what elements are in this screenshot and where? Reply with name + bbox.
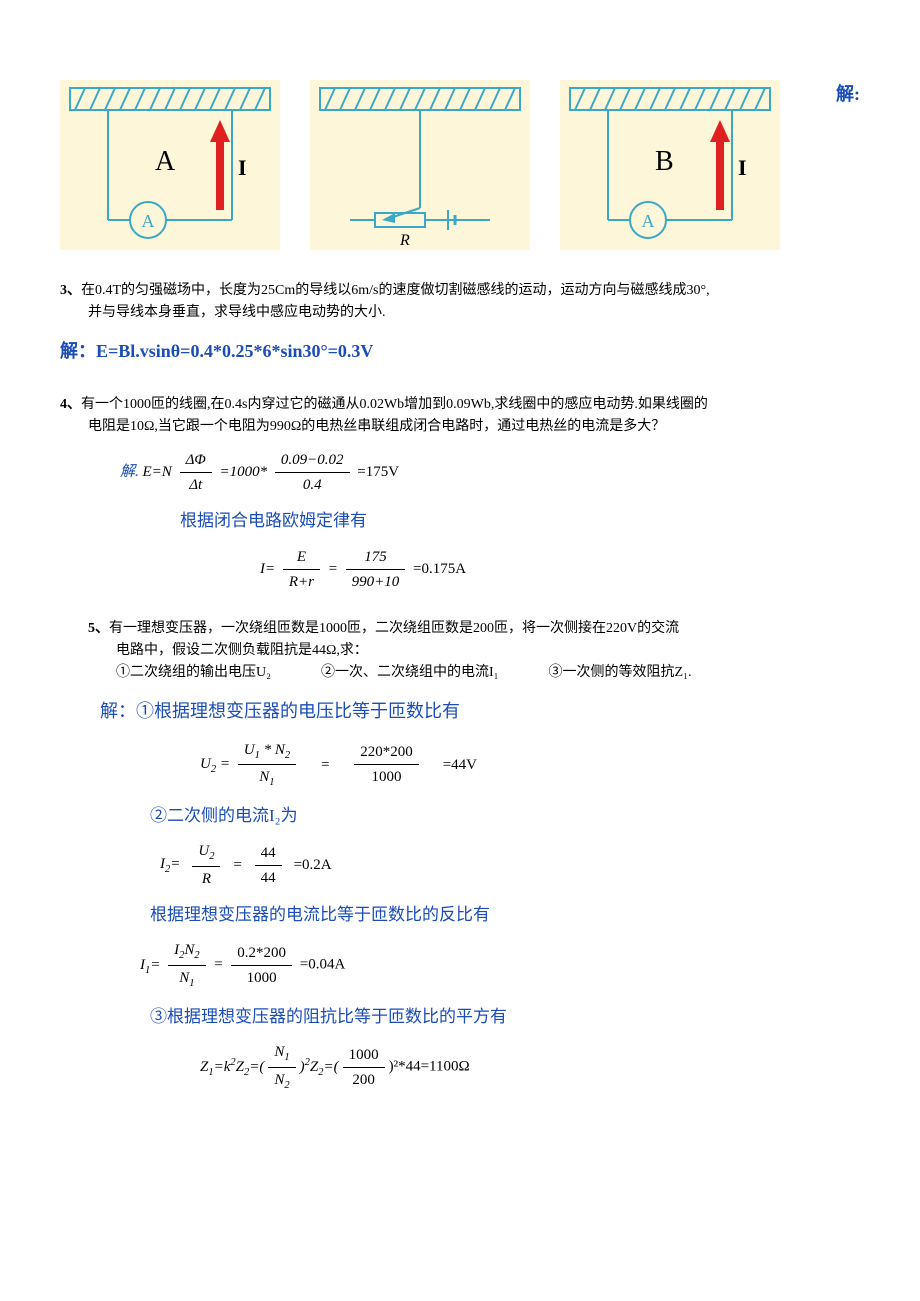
p4-line1: 有一个1000匝的线圈,在0.4s内穿过它的磁通从0.02Wb增加到0.09Wb…	[81, 397, 708, 412]
p4-i-lhs: I=	[260, 560, 275, 576]
p5-u2-eq: =	[320, 753, 330, 777]
p4-f2-top: 0.09−0.02	[275, 448, 350, 473]
p5-i2-eq: =	[232, 853, 242, 877]
p5-z1-t3: )²*44=1100Ω	[389, 1059, 470, 1075]
p5-i1-f2b: 1000	[231, 966, 292, 990]
p5-part-c: ③一次侧的等效阻抗Z₁.	[549, 662, 692, 684]
p5-z1-f1b: N2	[268, 1068, 295, 1095]
p4-solution-1: 解. E=N ΔΦΔt =1000* 0.09−0.020.4 =175V	[120, 448, 860, 497]
p4-sol-prefix: 解.	[120, 464, 139, 480]
p5-i2-formula: I2= U2R = 4444 =0.2A	[160, 839, 860, 891]
p5-z1-f2b: 200	[343, 1068, 385, 1092]
problem-4: 4、有一个1000匝的线圈,在0.4s内穿过它的磁通从0.02Wb增加到0.09…	[60, 394, 860, 439]
p4-f1-bot: Δt	[180, 473, 212, 497]
p4-ohm-label: 根据闭合电路欧姆定律有	[180, 507, 860, 534]
p5-num: 5、	[88, 621, 109, 636]
p5-u2-f1t: U1 * N2	[238, 738, 296, 766]
p5-i2-f2b: 44	[255, 866, 282, 890]
p4-e-lhs: E=N	[143, 464, 172, 480]
p4-f2-bot: 0.4	[275, 473, 350, 497]
problem-3: 3、在0.4T的匀强磁场中，长度为25Cm的导线以6m/s的速度做切割磁感线的运…	[60, 280, 860, 325]
p5-z1-f1t: N1	[268, 1040, 295, 1068]
p5-u2-f2t: 220*200	[354, 740, 419, 765]
p5-i1-f1b: N1	[168, 966, 206, 993]
p3-line1: 在0.4T的匀强磁场中，长度为25Cm的导线以6m/s的速度做切割磁感线的运动，…	[81, 283, 710, 298]
circuit-b-svg: A B I	[560, 80, 780, 250]
coil-b-label: B	[655, 146, 674, 177]
p5-sol-header: 解：①根据理想变压器的电压比等于匝数比有	[100, 697, 860, 726]
resistor-r-label: R	[399, 232, 410, 249]
p5-i1-eq: =	[213, 957, 223, 973]
p4-line2: 电阻是10Ω,当它跟一个电阻为990Ω的电热丝串联组成闭合电路时，通过电热丝的电…	[60, 416, 860, 438]
p5-sol2-label: ②二次侧的电流I₂为	[150, 802, 860, 829]
p4-f1-top: ΔΦ	[180, 448, 212, 473]
p5-i2-f1b: R	[192, 867, 220, 891]
p5-u2-formula: U2 = U1 * N2N1 = 220*2001000 =44V	[200, 738, 860, 793]
p4-g2-bot: 990+10	[346, 570, 406, 594]
p4-eq2: =	[328, 560, 338, 576]
p5-u2-f1b: N1	[238, 765, 296, 792]
p4-g1-bot: R+r	[283, 570, 320, 594]
circuit-middle-svg: R	[310, 80, 530, 250]
p5-part-b: ②一次、二次绕组中的电流I₁	[321, 662, 499, 684]
p5-z1-formula: Z1=k2Z2=(N1N2 )2Z2=(1000200)²*44=1100Ω	[200, 1040, 860, 1095]
p3-solution: 解：E=Bl.vsinθ=0.4*0.25*6*sin30°=0.3V	[60, 337, 860, 366]
current-i-a: I	[238, 155, 247, 180]
ammeter-b-label: A	[642, 211, 655, 231]
p4-solution-2: I= ER+r = 175990+10 =0.175A	[260, 545, 860, 594]
p3-num: 3、	[60, 283, 81, 298]
ammeter-a-label: A	[142, 211, 155, 231]
p4-result: =175V	[357, 464, 399, 480]
p4-g1-top: E	[283, 545, 320, 570]
p5-i1-formula: I1= I2N2N1 = 0.2*2001000 =0.04A	[140, 938, 860, 993]
circuits-row: A A I R	[60, 80, 860, 250]
p5-part-a: ①二次绕组的输出电压U₂	[116, 662, 271, 684]
p5-sol4-label: ③根据理想变压器的阻抗比等于匝数比的平方有	[150, 1003, 860, 1030]
circuit-a-svg: A A I	[60, 80, 280, 250]
p5-z1-f2t: 1000	[343, 1043, 385, 1068]
p5-i1-lhs: I1=	[140, 957, 160, 973]
p5-i1-res: =0.04A	[300, 957, 346, 973]
coil-a-label: A	[155, 146, 176, 177]
p5-z1-t1: Z1=k2Z2=(	[200, 1059, 264, 1075]
p5-u2-lhs: U2 =	[200, 756, 230, 772]
problem-5: 5、有一理想变压器，一次绕组匝数是1000匝，二次绕组匝数是200匝，将一次侧接…	[60, 618, 860, 685]
p4-result2: =0.175A	[413, 560, 466, 576]
solution-label-top: 解:	[836, 80, 860, 109]
p4-num: 4、	[60, 397, 81, 412]
p5-i2-lhs: I2=	[160, 852, 180, 879]
p5-i1-f1t: I2N2	[168, 938, 206, 966]
p5-u2-f2b: 1000	[354, 765, 419, 789]
p5-i2-f1t: U2	[192, 839, 220, 867]
p5-z1-t2: )2Z2=(	[300, 1059, 339, 1075]
p5-subparts: ①二次绕组的输出电压U₂ ②一次、二次绕组中的电流I₁ ③一次侧的等效阻抗Z₁.	[88, 662, 860, 684]
p5-line2: 电路中，假设二次侧负载阻抗是44Ω,求：	[88, 640, 860, 662]
p3-line2: 并与导线本身垂直，求导线中感应电动势的大小.	[60, 302, 860, 324]
circuit-diagrams: A A I R	[60, 80, 816, 250]
p5-i2-f2t: 44	[255, 841, 282, 866]
p4-g2-top: 175	[346, 545, 406, 570]
p5-line1: 有一理想变压器，一次绕组匝数是1000匝，二次绕组匝数是200匝，将一次侧接在2…	[109, 621, 679, 636]
p4-mid: =1000*	[220, 464, 268, 480]
p5-u2-res: =44V	[443, 753, 477, 777]
current-i-b: I	[738, 155, 747, 180]
p5-sol3-label: 根据理想变压器的电流比等于匝数比的反比有	[150, 901, 860, 928]
p5-i1-f2t: 0.2*200	[231, 941, 292, 966]
p5-i2-res: =0.2A	[294, 853, 332, 877]
